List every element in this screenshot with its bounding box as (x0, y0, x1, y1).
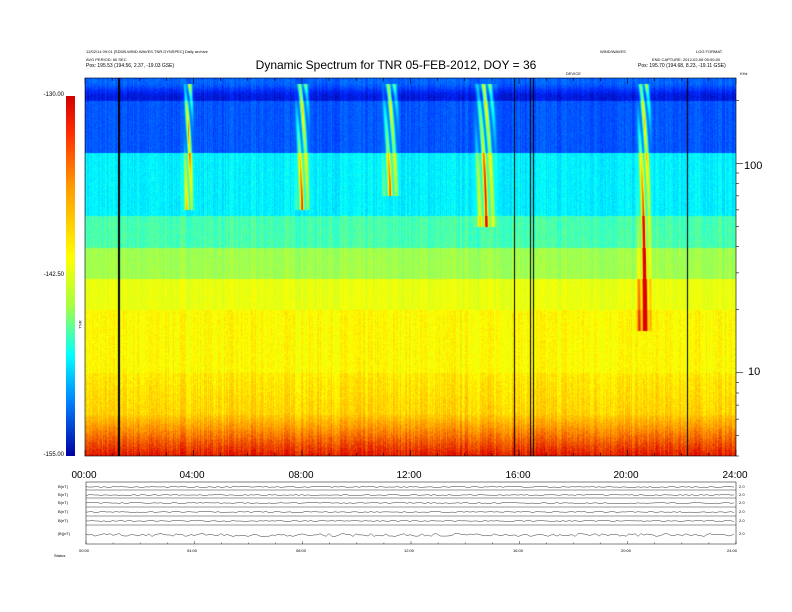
panel-label: B(nT) (58, 518, 68, 523)
panel-x-tick-label: 20:00 (621, 548, 632, 553)
x-tick-label: 04:00 (179, 470, 205, 481)
panel-trace (85, 511, 735, 513)
colorbar-tick-top: -130.00 (43, 92, 64, 98)
header-right-position: Pos: 195.70 (194.68, 8.23, -19.11 GSE) (638, 64, 726, 69)
header-center-small: DEVICE (566, 71, 581, 76)
colorbar (66, 96, 75, 456)
panel-x-ticks (85, 541, 737, 544)
panel-label: B(nT) (58, 500, 68, 505)
panel-trace (85, 533, 735, 537)
x-tick-label: 12:00 (396, 470, 422, 481)
y-axis-ticks (736, 100, 743, 457)
pos-value: 195.53 (194.56, 2.37, -19.03 GSE) (97, 63, 175, 69)
x-tick-label: 20:00 (613, 470, 639, 481)
panel-right-tick: 2.0 (739, 509, 745, 514)
panel-right-tick: 2.0 (739, 484, 745, 489)
x-tick-label: 00:00 (71, 470, 97, 481)
header-right-line1-left: WIND/WAVES (600, 49, 626, 54)
panel-right-tick: 2.0 (739, 492, 745, 497)
chart-title: Dynamic Spectrum for TNR 05-FEB-2012, DO… (255, 58, 537, 72)
header-right-line2: END CAPTURE: 2012-02-06 00:00:00 (652, 57, 721, 62)
colorbar-tick-mid: -142.50 (43, 272, 64, 278)
header-right-line1-right: LOG FORMAT (696, 49, 723, 54)
panel-trace (86, 520, 735, 522)
panel-label: B(nT) (58, 492, 68, 497)
panels-frame (85, 481, 737, 545)
panel-label: B(nT) (58, 509, 68, 514)
panel-label: B(nT) (58, 484, 68, 489)
y-tick-label-100: 100 (744, 160, 763, 172)
panel-x-tick-label: 12:00 (404, 548, 415, 553)
panel-right-tick: 2.0 (739, 518, 745, 523)
spectrogram-frame (85, 78, 736, 456)
header-right-corner: KHz (740, 71, 748, 76)
x-tick-label: 24:00 (722, 470, 748, 481)
panel-x-tick-label: 04:00 (187, 548, 198, 553)
plot-border (84, 77, 737, 457)
pos-value: 195.70 (194.68, 8.23, -19.11 GSE) (649, 63, 726, 69)
panel-footer-label: Status (54, 553, 66, 558)
y-tick-label-10: 10 (748, 366, 761, 378)
panel-trace (85, 502, 735, 504)
colorbar-tick-bottom: -155.00 (43, 452, 64, 458)
panel-x-tick-label: 08:00 (296, 548, 307, 553)
panel-trace (85, 494, 735, 496)
panel-trace (85, 486, 735, 488)
spectrogram-canvas (85, 78, 736, 456)
header-left-position: Pos: 195.53 (194.56, 2.37, -19.03 GSE) (86, 64, 174, 69)
x-tick-label: 08:00 (288, 470, 314, 481)
pos-label: Pos: (638, 63, 649, 69)
header-left-line1: 12/02/14 09:01 [SDDB.WIND.WAVES.TNR.DYNS… (86, 49, 208, 54)
header-left-line2: AVG PERIOD: 60 SEC (86, 57, 127, 62)
panel-right-tick: 2.0 (739, 500, 745, 505)
panel-x-tick-label: 00:00 (79, 548, 90, 553)
panel-right-tick: 2.0 (739, 531, 745, 536)
x-tick-label: 16:00 (505, 470, 531, 481)
panel-traces (85, 486, 736, 537)
panel-x-tick-label: 24:00 (727, 548, 738, 553)
panel-label: |B|(nT) (58, 531, 71, 536)
panel-x-tick-label: 16:00 (513, 548, 524, 553)
pos-label: Pos: (86, 63, 97, 69)
